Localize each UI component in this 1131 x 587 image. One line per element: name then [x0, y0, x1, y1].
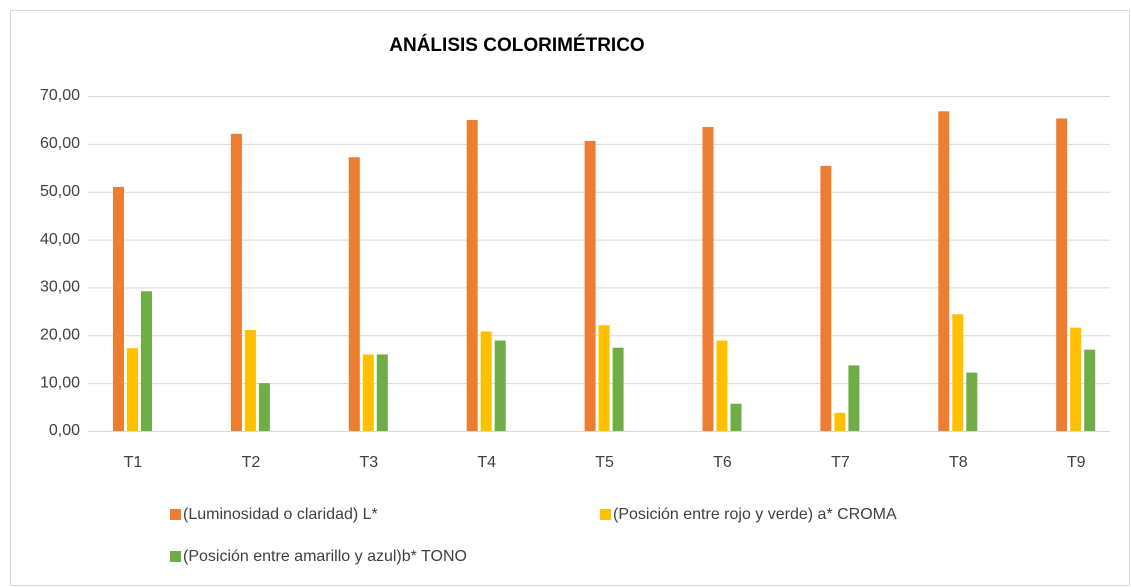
- bar: [466, 119, 478, 431]
- bar: [1084, 349, 1096, 431]
- bar: [362, 354, 374, 431]
- x-tick-label: T2: [242, 454, 261, 471]
- bar: [716, 340, 728, 431]
- x-tick-label: T8: [949, 454, 968, 471]
- legend-label: (Posición entre rojo y verde) a* CROMA: [613, 506, 897, 523]
- bar: [376, 354, 388, 431]
- y-tick-label: 60,00: [40, 135, 80, 152]
- bar: [494, 340, 506, 431]
- bar: [730, 403, 742, 431]
- y-tick-label: 20,00: [40, 327, 80, 344]
- legend-label: (Luminosidad o claridad) L*: [183, 506, 378, 523]
- bar: [348, 157, 360, 431]
- y-tick-label: 0,00: [49, 422, 80, 439]
- bar: [113, 186, 124, 431]
- chart-title: ANÁLISIS COLORIMÉTRICO: [389, 34, 644, 56]
- bar: [230, 133, 242, 432]
- bar: [584, 140, 596, 431]
- bar: [702, 127, 714, 431]
- x-tick-label: T6: [713, 454, 732, 471]
- bar: [141, 291, 152, 431]
- x-tick-label: T7: [831, 454, 850, 471]
- bar: [966, 372, 978, 431]
- bar: [244, 330, 256, 431]
- bar: [612, 347, 624, 431]
- bar: [834, 412, 846, 431]
- y-tick-label: 50,00: [40, 183, 80, 200]
- x-tick-label: T9: [1067, 454, 1086, 471]
- x-tick-label: T3: [359, 454, 378, 471]
- y-tick-label: 70,00: [40, 87, 80, 104]
- x-tick-label: T5: [595, 454, 614, 471]
- legend-swatch: [600, 509, 611, 520]
- bar: [1056, 118, 1068, 431]
- y-tick-label: 40,00: [40, 231, 80, 248]
- bar: [258, 383, 270, 431]
- bar: [127, 348, 138, 431]
- legend-swatch: [170, 509, 181, 520]
- bar: [598, 325, 610, 431]
- legend-swatch: [170, 551, 181, 562]
- x-tick-label: T1: [124, 454, 143, 471]
- bar: [848, 365, 860, 431]
- bar: [938, 111, 950, 432]
- y-tick-label: 30,00: [40, 279, 80, 296]
- bar: [1070, 327, 1082, 431]
- legend-label: (Posición entre amarillo y azul)b* TONO: [183, 548, 467, 565]
- y-tick-label: 10,00: [40, 374, 80, 391]
- bar: [820, 165, 832, 431]
- x-tick-label: T4: [477, 454, 496, 471]
- bar: [480, 331, 492, 431]
- bar: [952, 314, 964, 431]
